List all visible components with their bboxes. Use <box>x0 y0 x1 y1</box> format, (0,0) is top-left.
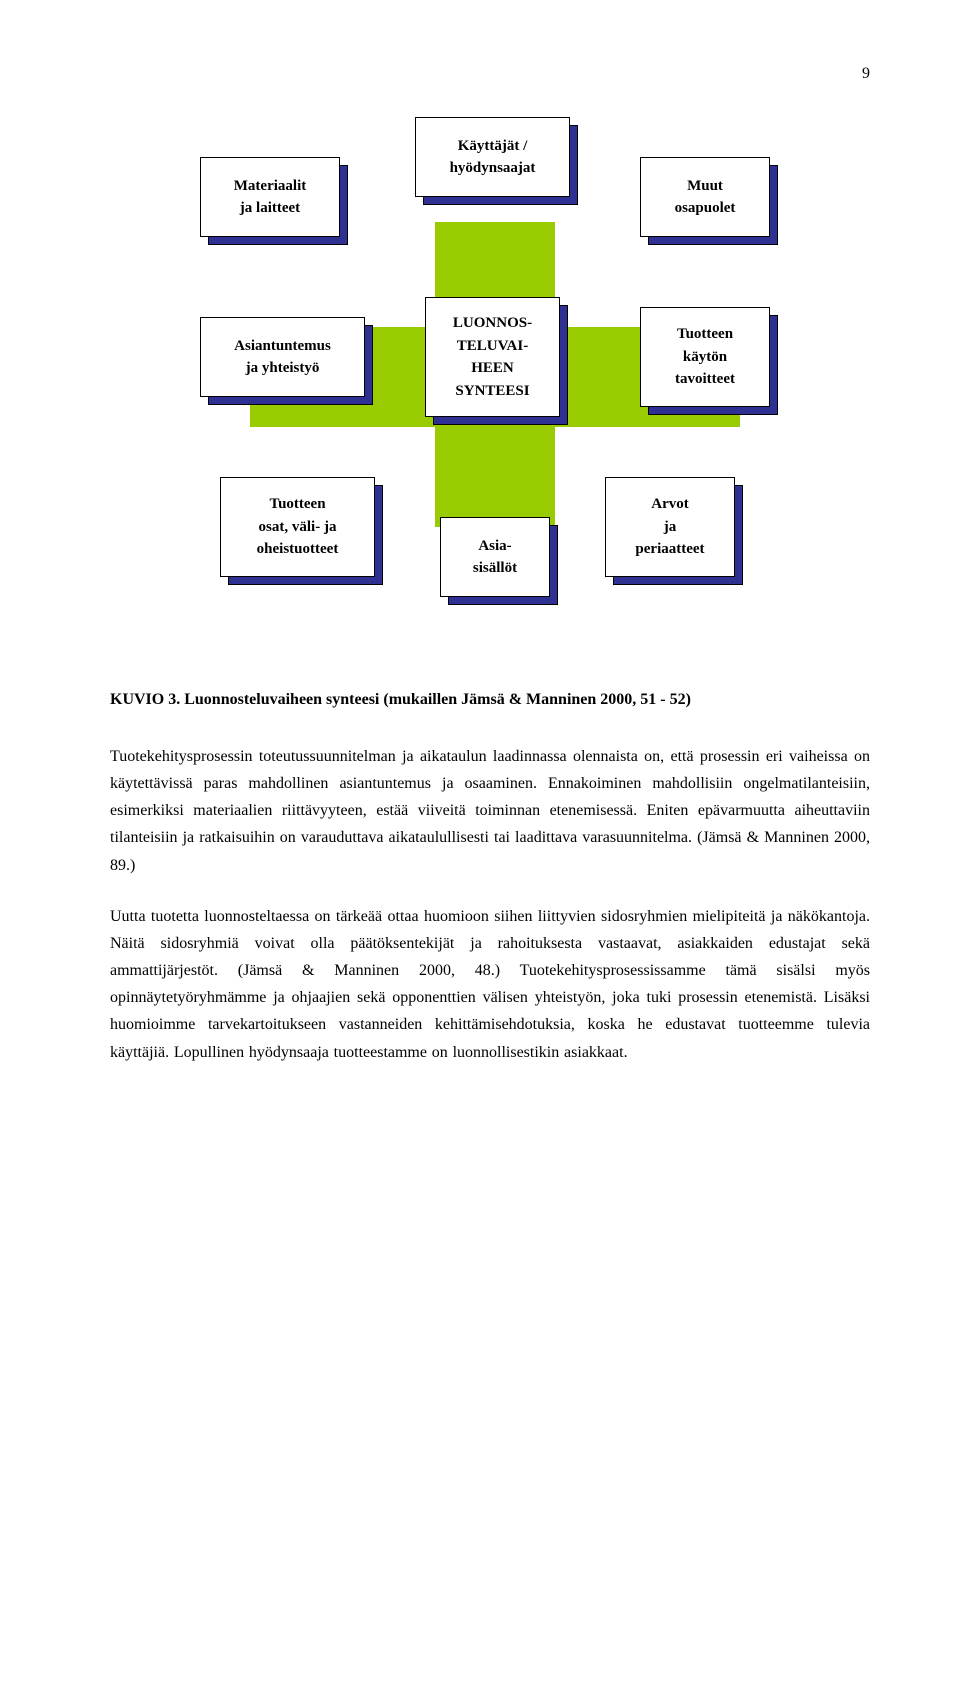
label: Muut <box>687 175 723 198</box>
label: HEEN <box>471 357 514 380</box>
label: ja <box>664 516 677 539</box>
label: SYNTEESI <box>455 380 529 403</box>
figure-caption: KUVIO 3. Luonnosteluvaiheen synteesi (mu… <box>110 687 870 713</box>
page-number: 9 <box>110 60 870 87</box>
body-paragraph-1: Tuotekehitysprosessin toteutussuunnitelm… <box>110 743 870 879</box>
label: tavoitteet <box>675 368 735 391</box>
box-asiantuntemus: Asiantuntemus ja yhteistyö <box>200 317 365 397</box>
box-asiasisallot: Asia- sisällöt <box>440 517 550 597</box>
body-paragraph-2: Uutta tuotetta luonnosteltaessa on tärke… <box>110 903 870 1066</box>
box-tuotteen-osat: Tuotteen osat, väli- ja oheistuotteet <box>220 477 375 577</box>
label: TELUVAI- <box>457 335 528 358</box>
label: Asiantuntemus <box>234 335 331 358</box>
label: Arvot <box>651 493 689 516</box>
label: LUONNOS- <box>453 312 532 335</box>
label: käytön <box>683 346 727 369</box>
label: Tuotteen <box>677 323 733 346</box>
label: periaatteet <box>635 538 704 561</box>
label: osat, väli- ja <box>259 516 337 539</box>
box-kayttajat: Käyttäjät / hyödynsaajat <box>415 117 570 197</box>
box-arvot: Arvot ja periaatteet <box>605 477 735 577</box>
box-materiaalit: Materiaalit ja laitteet <box>200 157 340 237</box>
label: hyödynsaajat <box>450 157 536 180</box>
label: osapuolet <box>675 197 736 220</box>
label: Asia- <box>478 535 511 558</box>
box-synteesi: LUONNOS- TELUVAI- HEEN SYNTEESI <box>425 297 560 417</box>
label: ja yhteistyö <box>246 357 320 380</box>
label: Materiaalit <box>234 175 306 198</box>
box-tuotteen-kayton: Tuotteen käytön tavoitteet <box>640 307 770 407</box>
label: ja laitteet <box>240 197 300 220</box>
label: Käyttäjät / <box>458 135 528 158</box>
box-muut: Muut osapuolet <box>640 157 770 237</box>
label: sisällöt <box>473 557 517 580</box>
label: Tuotteen <box>269 493 325 516</box>
synthesis-diagram: Materiaalit ja laitteet Käyttäjät / hyöd… <box>180 117 800 657</box>
label: oheistuotteet <box>257 538 339 561</box>
